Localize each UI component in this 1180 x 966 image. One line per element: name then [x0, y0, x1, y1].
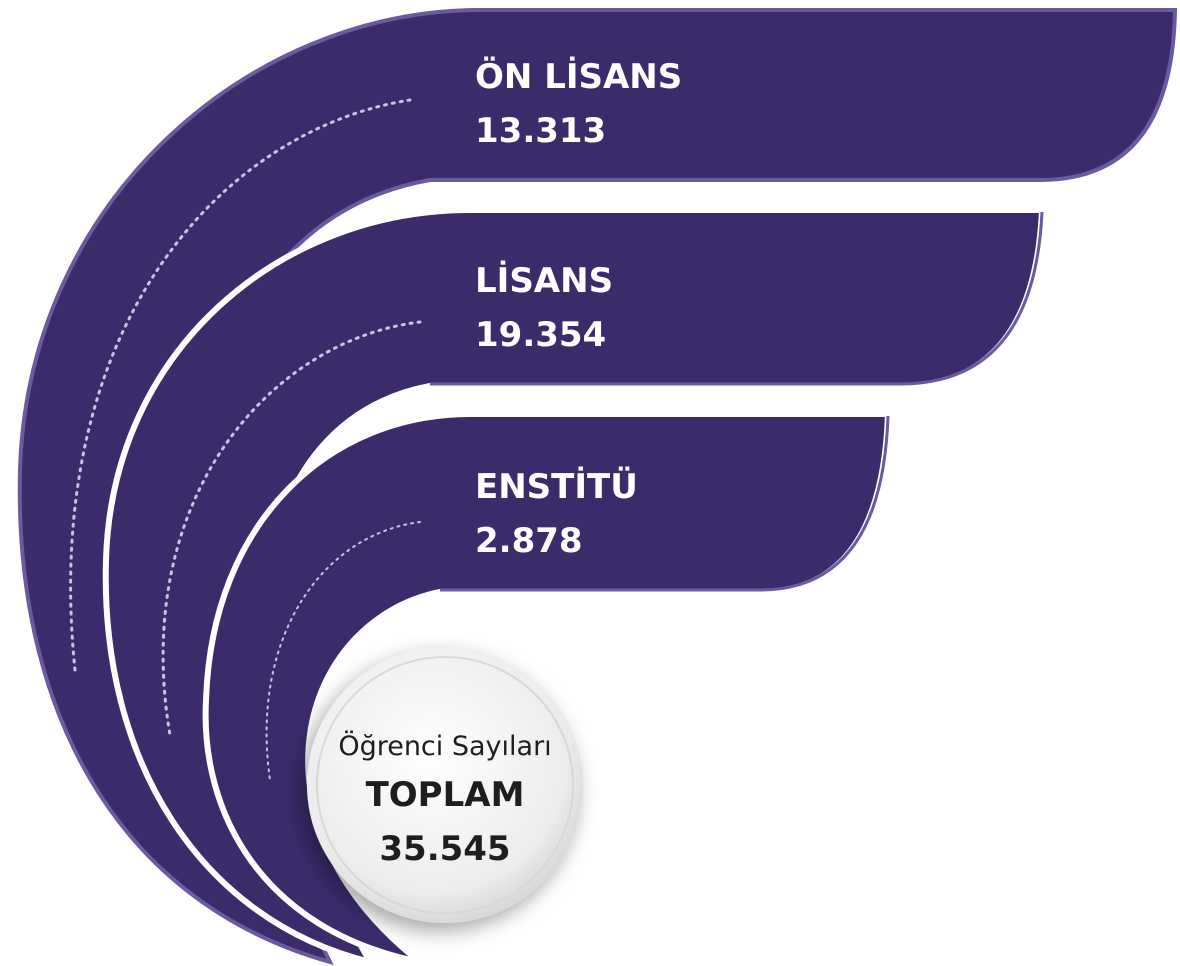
item-value: 19.354	[475, 315, 606, 355]
infographic: ÖN LİSANS 13.313 LİSANS 19.354 ENSTİTÜ 2…	[0, 0, 1180, 966]
total-value: 35.545	[379, 829, 510, 869]
item-label: ENSTİTÜ	[475, 466, 638, 507]
item-value: 13.313	[475, 111, 606, 151]
item-label: LİSANS	[475, 260, 613, 301]
item-label: ÖN LİSANS	[475, 56, 682, 97]
page: ÖN LİSANS 13.313 LİSANS 19.354 ENSTİTÜ 2…	[0, 0, 1180, 966]
total-caption: Öğrenci Sayıları	[338, 730, 551, 762]
item-value: 2.878	[475, 521, 583, 561]
total-label: TOPLAM	[366, 775, 525, 815]
